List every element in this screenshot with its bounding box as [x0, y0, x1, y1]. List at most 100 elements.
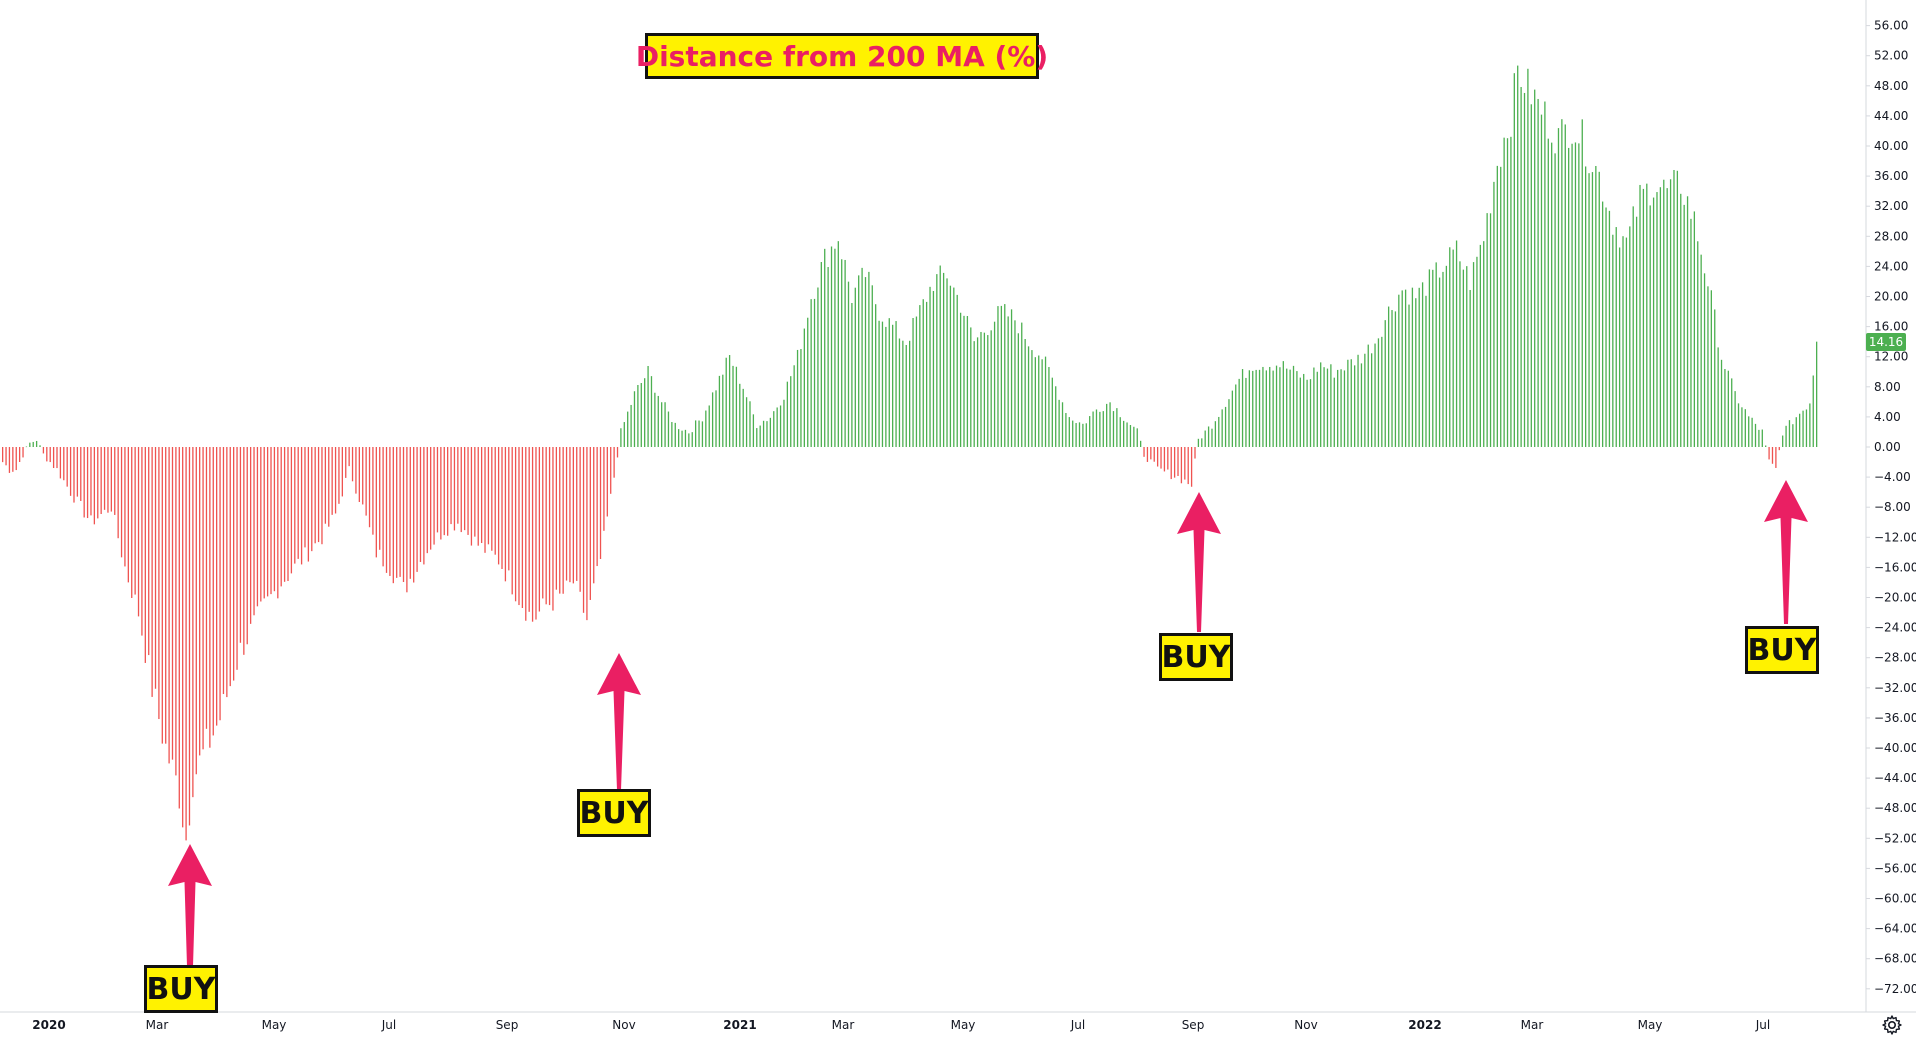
bar — [990, 330, 992, 447]
x-tick-label: 2020 — [32, 1018, 65, 1032]
bar — [925, 301, 928, 447]
bar — [525, 447, 527, 621]
bar — [1615, 227, 1617, 447]
y-tick-label: 36.00 — [1874, 169, 1908, 183]
bar — [538, 447, 541, 612]
x-tick-label: Nov — [1294, 1018, 1317, 1032]
bar — [1170, 447, 1172, 480]
bar — [637, 385, 639, 447]
x-tick-label: 2022 — [1408, 1018, 1441, 1032]
bar — [1024, 339, 1026, 447]
bar — [270, 447, 272, 595]
bar — [1289, 369, 1291, 447]
bar — [175, 447, 177, 776]
bar — [188, 447, 191, 826]
bar — [1262, 366, 1264, 447]
bar — [1530, 104, 1532, 447]
bar — [1700, 254, 1702, 447]
bar — [35, 440, 38, 447]
y-tick-label: −28.00 — [1874, 651, 1916, 665]
bar — [42, 447, 45, 454]
bar — [1160, 447, 1162, 469]
bar — [1788, 420, 1791, 447]
x-tick-label: Mar — [832, 1018, 855, 1032]
bar — [314, 447, 316, 544]
bar — [888, 318, 890, 447]
bar — [334, 447, 337, 514]
bar — [1591, 172, 1594, 447]
y-tick-label: −60.00 — [1874, 892, 1916, 906]
bar — [606, 447, 608, 517]
bar — [661, 402, 663, 447]
bar — [1544, 101, 1546, 447]
y-tick-label: 20.00 — [1874, 290, 1908, 304]
bar — [1527, 68, 1529, 448]
bar — [1768, 447, 1770, 460]
bar — [1686, 196, 1689, 447]
x-tick-label: May — [1638, 1018, 1663, 1032]
bar — [474, 447, 476, 537]
bar — [698, 420, 700, 447]
bar — [290, 447, 293, 574]
bar — [362, 447, 364, 505]
bar — [762, 420, 765, 447]
x-tick-label: Jul — [1070, 1018, 1085, 1032]
y-tick-label: −72.00 — [1874, 982, 1916, 996]
y-tick-label: −48.00 — [1874, 801, 1916, 815]
x-tick-label: May — [951, 1018, 976, 1032]
bar — [620, 428, 622, 447]
bar — [1255, 369, 1257, 447]
bar — [450, 447, 452, 525]
bar — [545, 447, 547, 605]
bar — [1534, 89, 1536, 447]
bar — [321, 447, 323, 545]
bar — [1506, 138, 1509, 447]
bar — [1605, 207, 1607, 447]
bar — [1051, 377, 1053, 447]
y-tick-label: −52.00 — [1874, 831, 1916, 845]
bar — [1581, 119, 1583, 447]
y-tick-label: −56.00 — [1874, 861, 1916, 875]
bar — [1612, 234, 1614, 447]
settings-gear-icon[interactable] — [1880, 1013, 1904, 1037]
bar — [100, 447, 102, 515]
bar — [953, 287, 955, 447]
bar — [1357, 354, 1359, 447]
bar — [249, 447, 252, 624]
bar — [263, 447, 265, 599]
buy-arrow-up — [1764, 480, 1808, 624]
bar — [491, 447, 493, 551]
bar — [5, 447, 7, 466]
bar — [616, 447, 619, 458]
bar — [56, 447, 58, 469]
bar — [52, 447, 55, 469]
bar — [1588, 173, 1590, 447]
bar — [841, 259, 843, 447]
bar — [739, 383, 741, 447]
bar — [1428, 269, 1431, 447]
x-tick-label: Mar — [146, 1018, 169, 1032]
y-tick-label: 0.00 — [1874, 440, 1901, 454]
bar — [1795, 417, 1797, 447]
bar — [1279, 367, 1281, 447]
bar — [317, 447, 320, 543]
bar — [239, 447, 242, 643]
bar — [647, 365, 649, 447]
bar — [1574, 142, 1577, 447]
bar — [671, 422, 673, 447]
bar — [168, 447, 170, 764]
bar — [511, 447, 513, 595]
bar — [959, 312, 962, 447]
bar — [1055, 386, 1057, 447]
y-tick-label: −16.00 — [1874, 560, 1916, 574]
bar — [1401, 290, 1403, 447]
bar — [1537, 98, 1539, 447]
bar — [148, 447, 150, 656]
bar — [715, 390, 717, 447]
bar — [603, 447, 605, 531]
bar — [1360, 363, 1363, 447]
bar — [711, 392, 714, 447]
buy-label-2: BUY — [577, 789, 651, 837]
bar — [589, 447, 591, 600]
bar — [283, 447, 286, 582]
